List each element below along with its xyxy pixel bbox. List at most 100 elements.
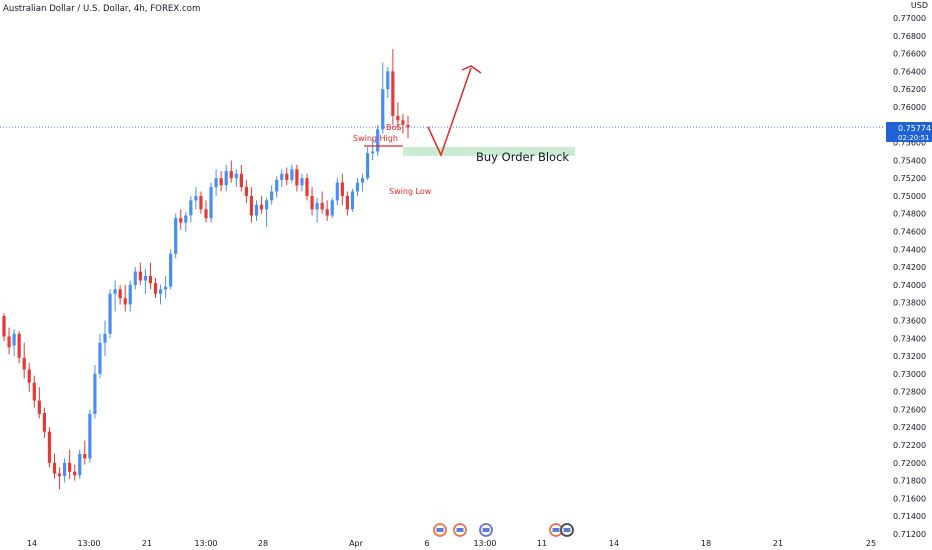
- candle: [73, 464, 77, 481]
- candle-body: [113, 289, 117, 294]
- candle: [381, 62, 385, 134]
- candle-body: [229, 171, 233, 179]
- candle: [305, 173, 309, 201]
- candle-body: [17, 333, 21, 358]
- x-tick-label: 28: [258, 539, 268, 548]
- candle: [52, 453, 57, 479]
- candle-body: [63, 462, 67, 477]
- candle: [128, 280, 132, 312]
- x-tick-label: 6: [424, 539, 429, 548]
- y-tick-label: 0.73800: [893, 299, 926, 308]
- candle-body: [300, 178, 304, 186]
- candle: [254, 200, 259, 221]
- candle-body: [214, 178, 218, 188]
- x-tick-label: 21: [773, 539, 783, 548]
- y-tick-label: 0.74400: [893, 245, 926, 254]
- candle: [376, 124, 380, 156]
- y-tick-label: 0.76000: [893, 103, 926, 112]
- candle-body: [345, 195, 349, 210]
- price-axis[interactable]: USD 0.77000 0.76800 0.76600 0.76400 0.76200 0…: [893, 1, 928, 539]
- candle-body: [396, 115, 400, 121]
- event-icon[interactable]: [453, 523, 467, 537]
- time-axis[interactable]: 14 13:00 21 13:00 28 Apr 6 13:00 11 14 18 21 25: [27, 539, 876, 548]
- candle: [214, 169, 218, 196]
- event-icon[interactable]: [479, 523, 493, 537]
- currency-label: USD: [911, 1, 928, 10]
- candlestick-series: [2, 49, 410, 490]
- swing-high-label: Swing High: [353, 134, 398, 143]
- candle: [2, 313, 6, 341]
- candle: [199, 191, 203, 214]
- candle: [103, 320, 107, 357]
- candle-body: [143, 276, 147, 281]
- candle: [265, 197, 269, 228]
- x-tick-label: Apr: [349, 539, 364, 548]
- candle: [315, 197, 319, 223]
- x-tick-label: 11: [537, 539, 547, 548]
- candle-body: [148, 276, 153, 284]
- candle: [295, 164, 299, 192]
- candle-body: [78, 453, 82, 476]
- y-tick-label: 0.77000: [893, 14, 926, 23]
- candle-body: [219, 178, 223, 186]
- candle: [57, 467, 62, 490]
- candle: [275, 176, 279, 198]
- candle-body: [83, 453, 87, 459]
- candle-body: [371, 151, 375, 154]
- candle-body: [2, 316, 6, 337]
- candle: [174, 213, 178, 259]
- candle-body: [209, 187, 213, 219]
- candle-body: [340, 182, 344, 196]
- event-icon[interactable]: [560, 523, 574, 537]
- candle: [244, 179, 248, 204]
- candle: [88, 409, 92, 463]
- candle-body: [93, 373, 97, 414]
- candle-body: [325, 209, 329, 216]
- candle: [320, 191, 324, 214]
- event-icon[interactable]: [549, 523, 563, 537]
- candle-body: [153, 283, 158, 294]
- candle: [158, 284, 163, 305]
- candle: [68, 449, 72, 479]
- y-tick-label: 0.72600: [893, 405, 926, 414]
- candle-body: [234, 173, 238, 179]
- candle-body: [259, 204, 264, 210]
- y-tick-label: 0.76800: [893, 32, 926, 41]
- candle-body: [391, 71, 395, 116]
- candle: [396, 102, 400, 130]
- candle: [32, 375, 36, 408]
- economic-events: [433, 523, 574, 537]
- y-tick-label: 0.72800: [893, 388, 926, 397]
- candle: [204, 200, 208, 223]
- x-tick-label: 21: [142, 539, 152, 548]
- candle: [98, 333, 102, 379]
- candle: [219, 171, 223, 192]
- candle-body: [376, 129, 380, 152]
- y-tick-label: 0.72000: [893, 459, 926, 468]
- event-icon[interactable]: [433, 523, 447, 537]
- x-tick-label: 13:00: [194, 539, 217, 548]
- candle-body: [158, 289, 163, 294]
- y-tick-label: 0.71600: [893, 494, 926, 503]
- candle-body: [350, 191, 355, 210]
- y-tick-label: 0.71200: [893, 530, 926, 539]
- candle: [148, 262, 153, 290]
- candle-body: [199, 195, 203, 210]
- candle: [366, 147, 370, 180]
- candle-body: [315, 203, 319, 210]
- candle: [350, 188, 355, 212]
- candle: [310, 187, 314, 216]
- candle-body: [310, 195, 314, 210]
- candle-body: [123, 298, 127, 305]
- annotation-drawings: [364, 65, 482, 158]
- candle-body: [118, 289, 122, 299]
- candle: [330, 197, 334, 219]
- candle-body: [406, 124, 410, 128]
- candle: [143, 268, 147, 294]
- candle-body: [355, 182, 360, 192]
- current-price-badge: 0.75774 02:20:51: [886, 122, 932, 142]
- buy-order-block-label: Buy Order Block: [476, 150, 569, 164]
- candle-body: [88, 413, 92, 459]
- y-tick-label: 0.75400: [893, 156, 926, 165]
